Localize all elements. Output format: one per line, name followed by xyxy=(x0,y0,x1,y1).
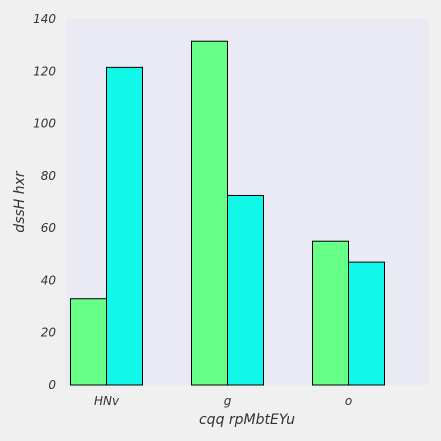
bar xyxy=(70,298,107,386)
bar xyxy=(191,40,228,386)
y-tick-label: 60 xyxy=(41,221,57,235)
bar xyxy=(312,240,349,386)
x-tick-label: g xyxy=(224,394,232,408)
y-tick-label: 140 xyxy=(33,12,56,26)
y-axis-label: dssH hxr xyxy=(12,170,28,233)
y-tick-label: 0 xyxy=(48,378,56,392)
x-tick-label: o xyxy=(345,394,352,408)
bar xyxy=(227,194,264,386)
y-tick-label: 40 xyxy=(41,273,57,287)
y-tick-labels: 0 20 40 60 80 100 120 140 xyxy=(33,12,56,392)
x-axis-label: cqq rpMbtEYu xyxy=(199,412,295,428)
x-tick-label: HNv xyxy=(94,394,120,408)
y-tick-label: 120 xyxy=(33,64,56,78)
bars xyxy=(70,40,385,386)
y-tick-label: 80 xyxy=(41,169,57,183)
y-tick-label: 100 xyxy=(33,117,56,131)
bar xyxy=(106,66,143,386)
y-tick-label: 20 xyxy=(41,326,57,340)
bar xyxy=(348,261,385,386)
x-tick-labels: HNv g o xyxy=(94,394,352,408)
